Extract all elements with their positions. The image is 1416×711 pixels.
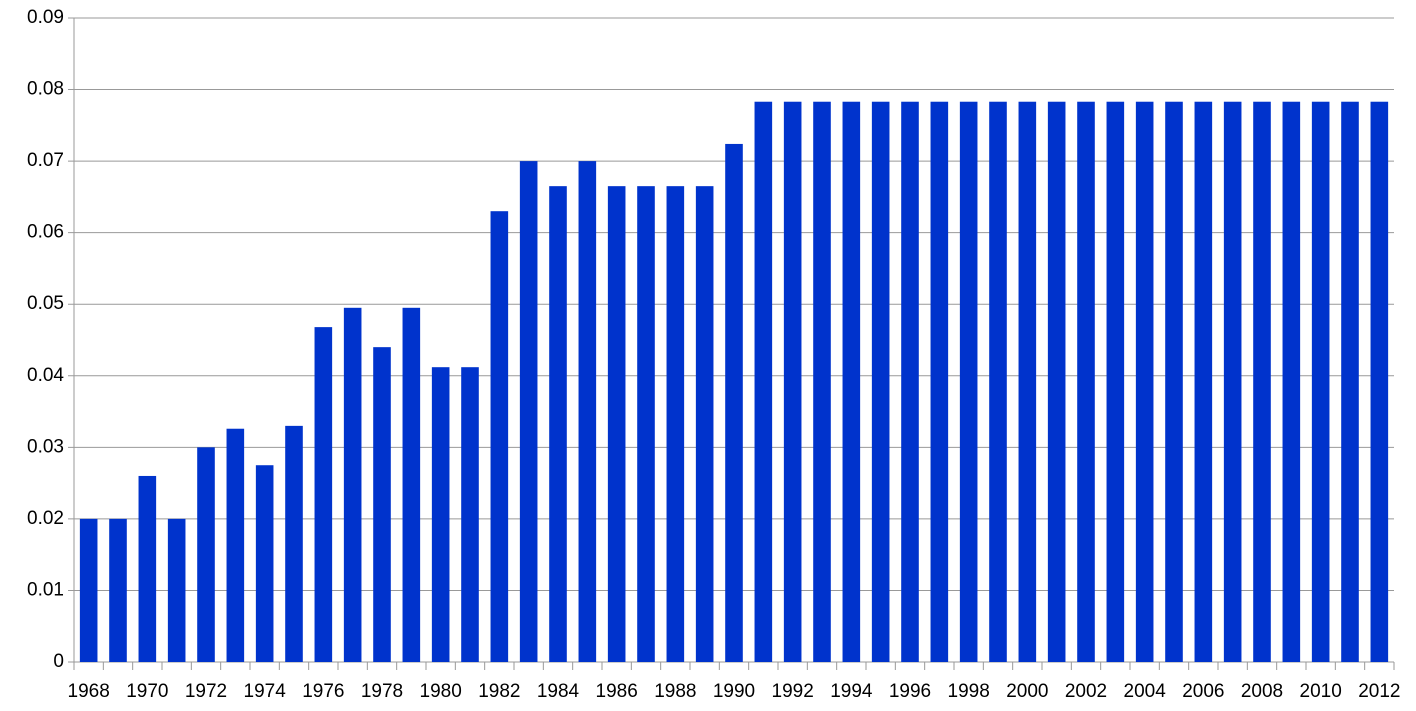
x-tick-label: 1992 [772,681,814,702]
bar [607,186,626,662]
bar [989,101,1007,663]
bar [431,367,450,662]
bar [314,327,333,662]
bar [461,367,479,662]
x-tick-label: 2004 [1124,681,1167,702]
x-tick-label: 2002 [1065,681,1107,702]
x-tick-label: 2006 [1182,681,1224,702]
bar [226,428,245,662]
bar [549,186,567,662]
bar [1341,101,1359,663]
bar [959,101,978,663]
bar [255,465,274,662]
bar [519,161,538,662]
y-tick-label: 0.03 [27,436,64,457]
bar [109,518,127,662]
x-tick-label: 1996 [889,681,931,702]
y-tick-label: 0.05 [27,293,64,314]
bar [1370,101,1389,663]
x-tick-label: 1970 [126,681,168,702]
x-tick-label: 1980 [420,681,462,702]
bar [695,186,714,662]
bar [490,211,509,662]
x-tick-label: 2012 [1358,681,1400,702]
bar [666,186,685,662]
bar [1135,101,1154,663]
bar [138,475,157,662]
bar [930,101,949,663]
y-tick-label: 0.09 [27,7,64,28]
bar [842,101,861,663]
bar [1165,101,1183,663]
bar [197,447,215,662]
bar [402,307,421,662]
x-tick-label: 1998 [948,681,990,702]
x-tick-label: 1978 [361,681,403,702]
bar [285,425,303,662]
y-tick-label: 0 [53,651,64,672]
bar [871,101,890,663]
bar [343,307,362,662]
x-tick-label: 1968 [68,681,110,702]
bar [1047,101,1066,663]
x-tick-label: 1986 [596,681,638,702]
x-tick-label: 2010 [1300,681,1342,702]
bar [1223,101,1242,663]
y-tick-label: 0.01 [27,579,64,600]
bar [1311,101,1330,663]
bar [1282,101,1301,663]
x-tick-label: 1994 [830,681,873,702]
bar [1194,101,1213,663]
y-tick-label: 0.02 [27,508,64,529]
bar [1106,101,1125,663]
bar [373,347,391,662]
x-tick-label: 1974 [244,681,287,702]
x-tick-label: 1972 [185,681,227,702]
bar [754,101,773,663]
x-tick-label: 1982 [478,681,520,702]
x-tick-label: 1988 [654,681,696,702]
y-tick-label: 0.07 [27,150,64,171]
y-tick-label: 0.08 [27,79,64,100]
bar [783,101,802,663]
x-tick-label: 2008 [1241,681,1283,702]
bar [79,518,98,662]
bar [578,161,597,662]
x-tick-label: 1990 [713,681,755,702]
y-tick-label: 0.04 [27,365,64,386]
bar [167,518,186,662]
x-tick-label: 1976 [302,681,344,702]
bar [725,143,743,663]
bar [1253,101,1271,663]
bar [901,101,919,663]
bar [1018,101,1037,663]
bar [813,101,831,663]
bar [637,186,655,662]
x-tick-label: 1984 [537,681,580,702]
bar [1077,101,1095,663]
x-tick-label: 2000 [1006,681,1048,702]
y-tick-label: 0.06 [27,222,64,243]
